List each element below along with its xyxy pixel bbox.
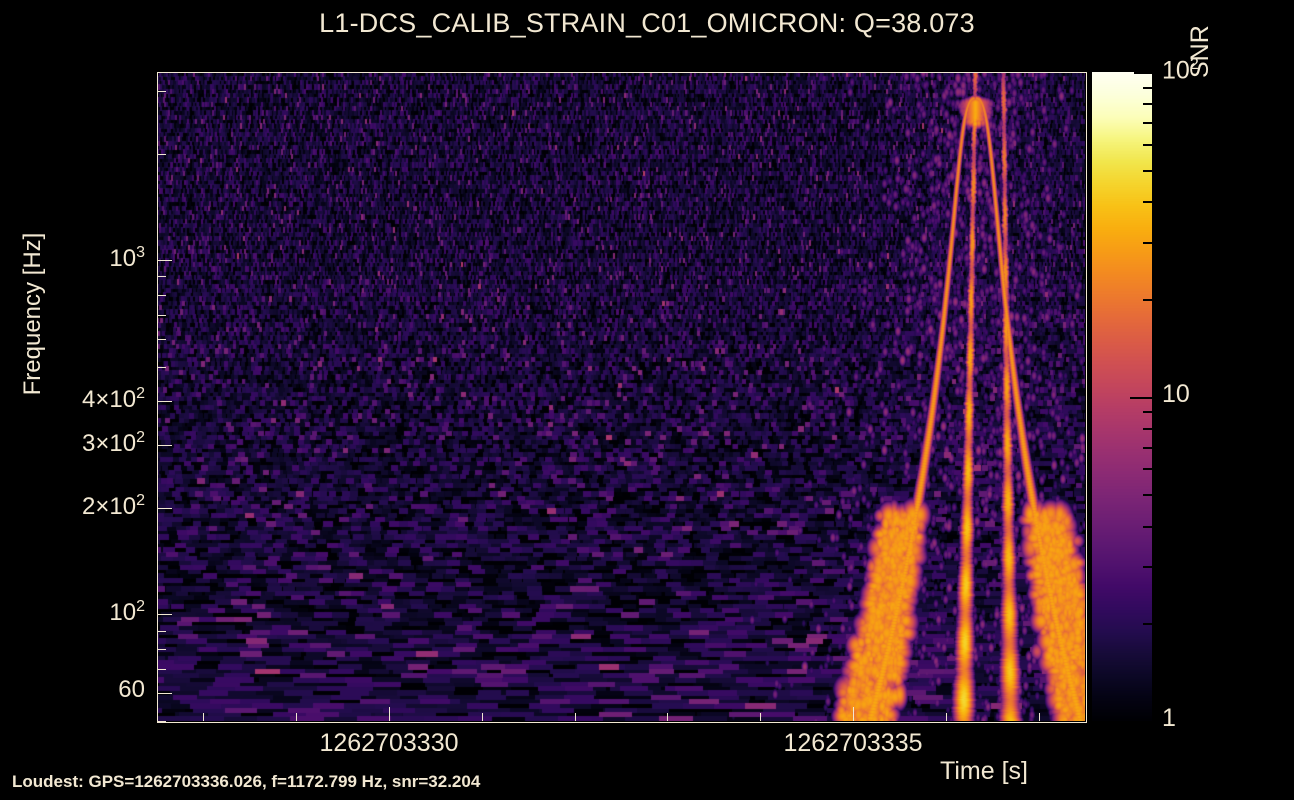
colorbar-minor-tick bbox=[1143, 299, 1152, 301]
colorbar-minor-tick bbox=[1143, 721, 1152, 723]
snr-colorbar[interactable] bbox=[1092, 72, 1152, 721]
colorbar-major-tick bbox=[1130, 397, 1152, 399]
y-axis-major-tick bbox=[158, 508, 172, 509]
spectrogram-image[interactable] bbox=[157, 72, 1085, 721]
x-axis-minor-tick bbox=[1039, 713, 1040, 721]
y-axis-tick-label: 102 bbox=[109, 598, 145, 627]
colorbar-minor-tick bbox=[1143, 242, 1152, 244]
y-axis-minor-tick bbox=[158, 631, 166, 632]
x-axis-minor-tick bbox=[760, 713, 761, 721]
y-axis-major-tick bbox=[158, 445, 172, 446]
x-axis-title: Time [s] bbox=[940, 757, 1028, 785]
y-axis-minor-tick bbox=[158, 669, 166, 670]
colorbar-minor-tick bbox=[1143, 170, 1152, 172]
colorbar-minor-tick bbox=[1143, 201, 1152, 203]
y-axis-tick-label: 103 bbox=[109, 244, 145, 273]
y-axis-major-tick bbox=[158, 693, 172, 694]
x-axis-tick-label: 1262703330 bbox=[319, 729, 459, 757]
colorbar-minor-tick bbox=[1143, 103, 1152, 105]
x-axis-minor-tick bbox=[946, 713, 947, 721]
y-axis-minor-tick bbox=[158, 91, 166, 92]
x-axis-minor-tick bbox=[296, 713, 297, 721]
y-axis-tick-label: 2×102 bbox=[82, 491, 145, 520]
y-axis-minor-tick bbox=[158, 315, 166, 316]
y-axis-minor-tick bbox=[158, 367, 166, 368]
x-axis-major-tick bbox=[853, 707, 854, 721]
y-axis-minor-tick bbox=[158, 295, 166, 296]
colorbar-tick-label: 102 bbox=[1162, 56, 1199, 85]
colorbar-minor-tick bbox=[1143, 428, 1152, 430]
colorbar-tick-label: 10 bbox=[1162, 379, 1190, 408]
y-axis-minor-tick bbox=[158, 154, 166, 155]
colorbar-minor-tick bbox=[1143, 526, 1152, 528]
colorbar-minor-tick bbox=[1143, 122, 1152, 124]
colorbar-minor-tick bbox=[1143, 623, 1152, 625]
y-axis-minor-tick bbox=[158, 276, 166, 277]
y-axis-major-tick bbox=[158, 260, 172, 261]
x-axis-tick-label: 1262703335 bbox=[783, 729, 923, 757]
colorbar-tick-label: 1 bbox=[1162, 704, 1176, 732]
loudest-event-info: Loudest: GPS=1262703336.026, f=1172.799 … bbox=[12, 772, 481, 791]
y-axis-major-tick bbox=[158, 401, 172, 402]
x-axis-major-tick bbox=[389, 707, 390, 721]
y-axis-tick-label: 4×102 bbox=[82, 385, 145, 414]
y-axis-title: Frequency [Hz] bbox=[19, 232, 46, 396]
y-axis-minor-tick bbox=[158, 721, 166, 722]
page-title: L1-DCS_CALIB_STRAIN_C01_OMICRON: Q=38.07… bbox=[319, 8, 975, 38]
colorbar-minor-tick bbox=[1143, 144, 1152, 146]
y-axis-tick-label: 3×102 bbox=[82, 429, 145, 458]
colorbar-minor-tick bbox=[1143, 468, 1152, 470]
x-axis-minor-tick bbox=[667, 713, 668, 721]
x-axis-minor-tick bbox=[482, 713, 483, 721]
colorbar-minor-tick bbox=[1143, 447, 1152, 449]
colorbar-minor-tick bbox=[1143, 411, 1152, 413]
y-axis-minor-tick bbox=[158, 649, 166, 650]
colorbar-minor-tick bbox=[1143, 494, 1152, 496]
colorbar-gradient bbox=[1092, 72, 1152, 721]
x-axis-minor-tick bbox=[575, 713, 576, 721]
y-axis-minor-tick bbox=[158, 339, 166, 340]
colorbar-title: SNR bbox=[1186, 25, 1214, 78]
y-axis-major-tick bbox=[158, 614, 172, 615]
x-axis-minor-tick bbox=[203, 713, 204, 721]
colorbar-minor-tick bbox=[1143, 566, 1152, 568]
spectrogram-plot[interactable] bbox=[157, 72, 1085, 721]
colorbar-minor-tick bbox=[1143, 87, 1152, 89]
colorbar-major-tick bbox=[1134, 72, 1152, 74]
y-axis-tick-label: 60 bbox=[118, 675, 145, 703]
